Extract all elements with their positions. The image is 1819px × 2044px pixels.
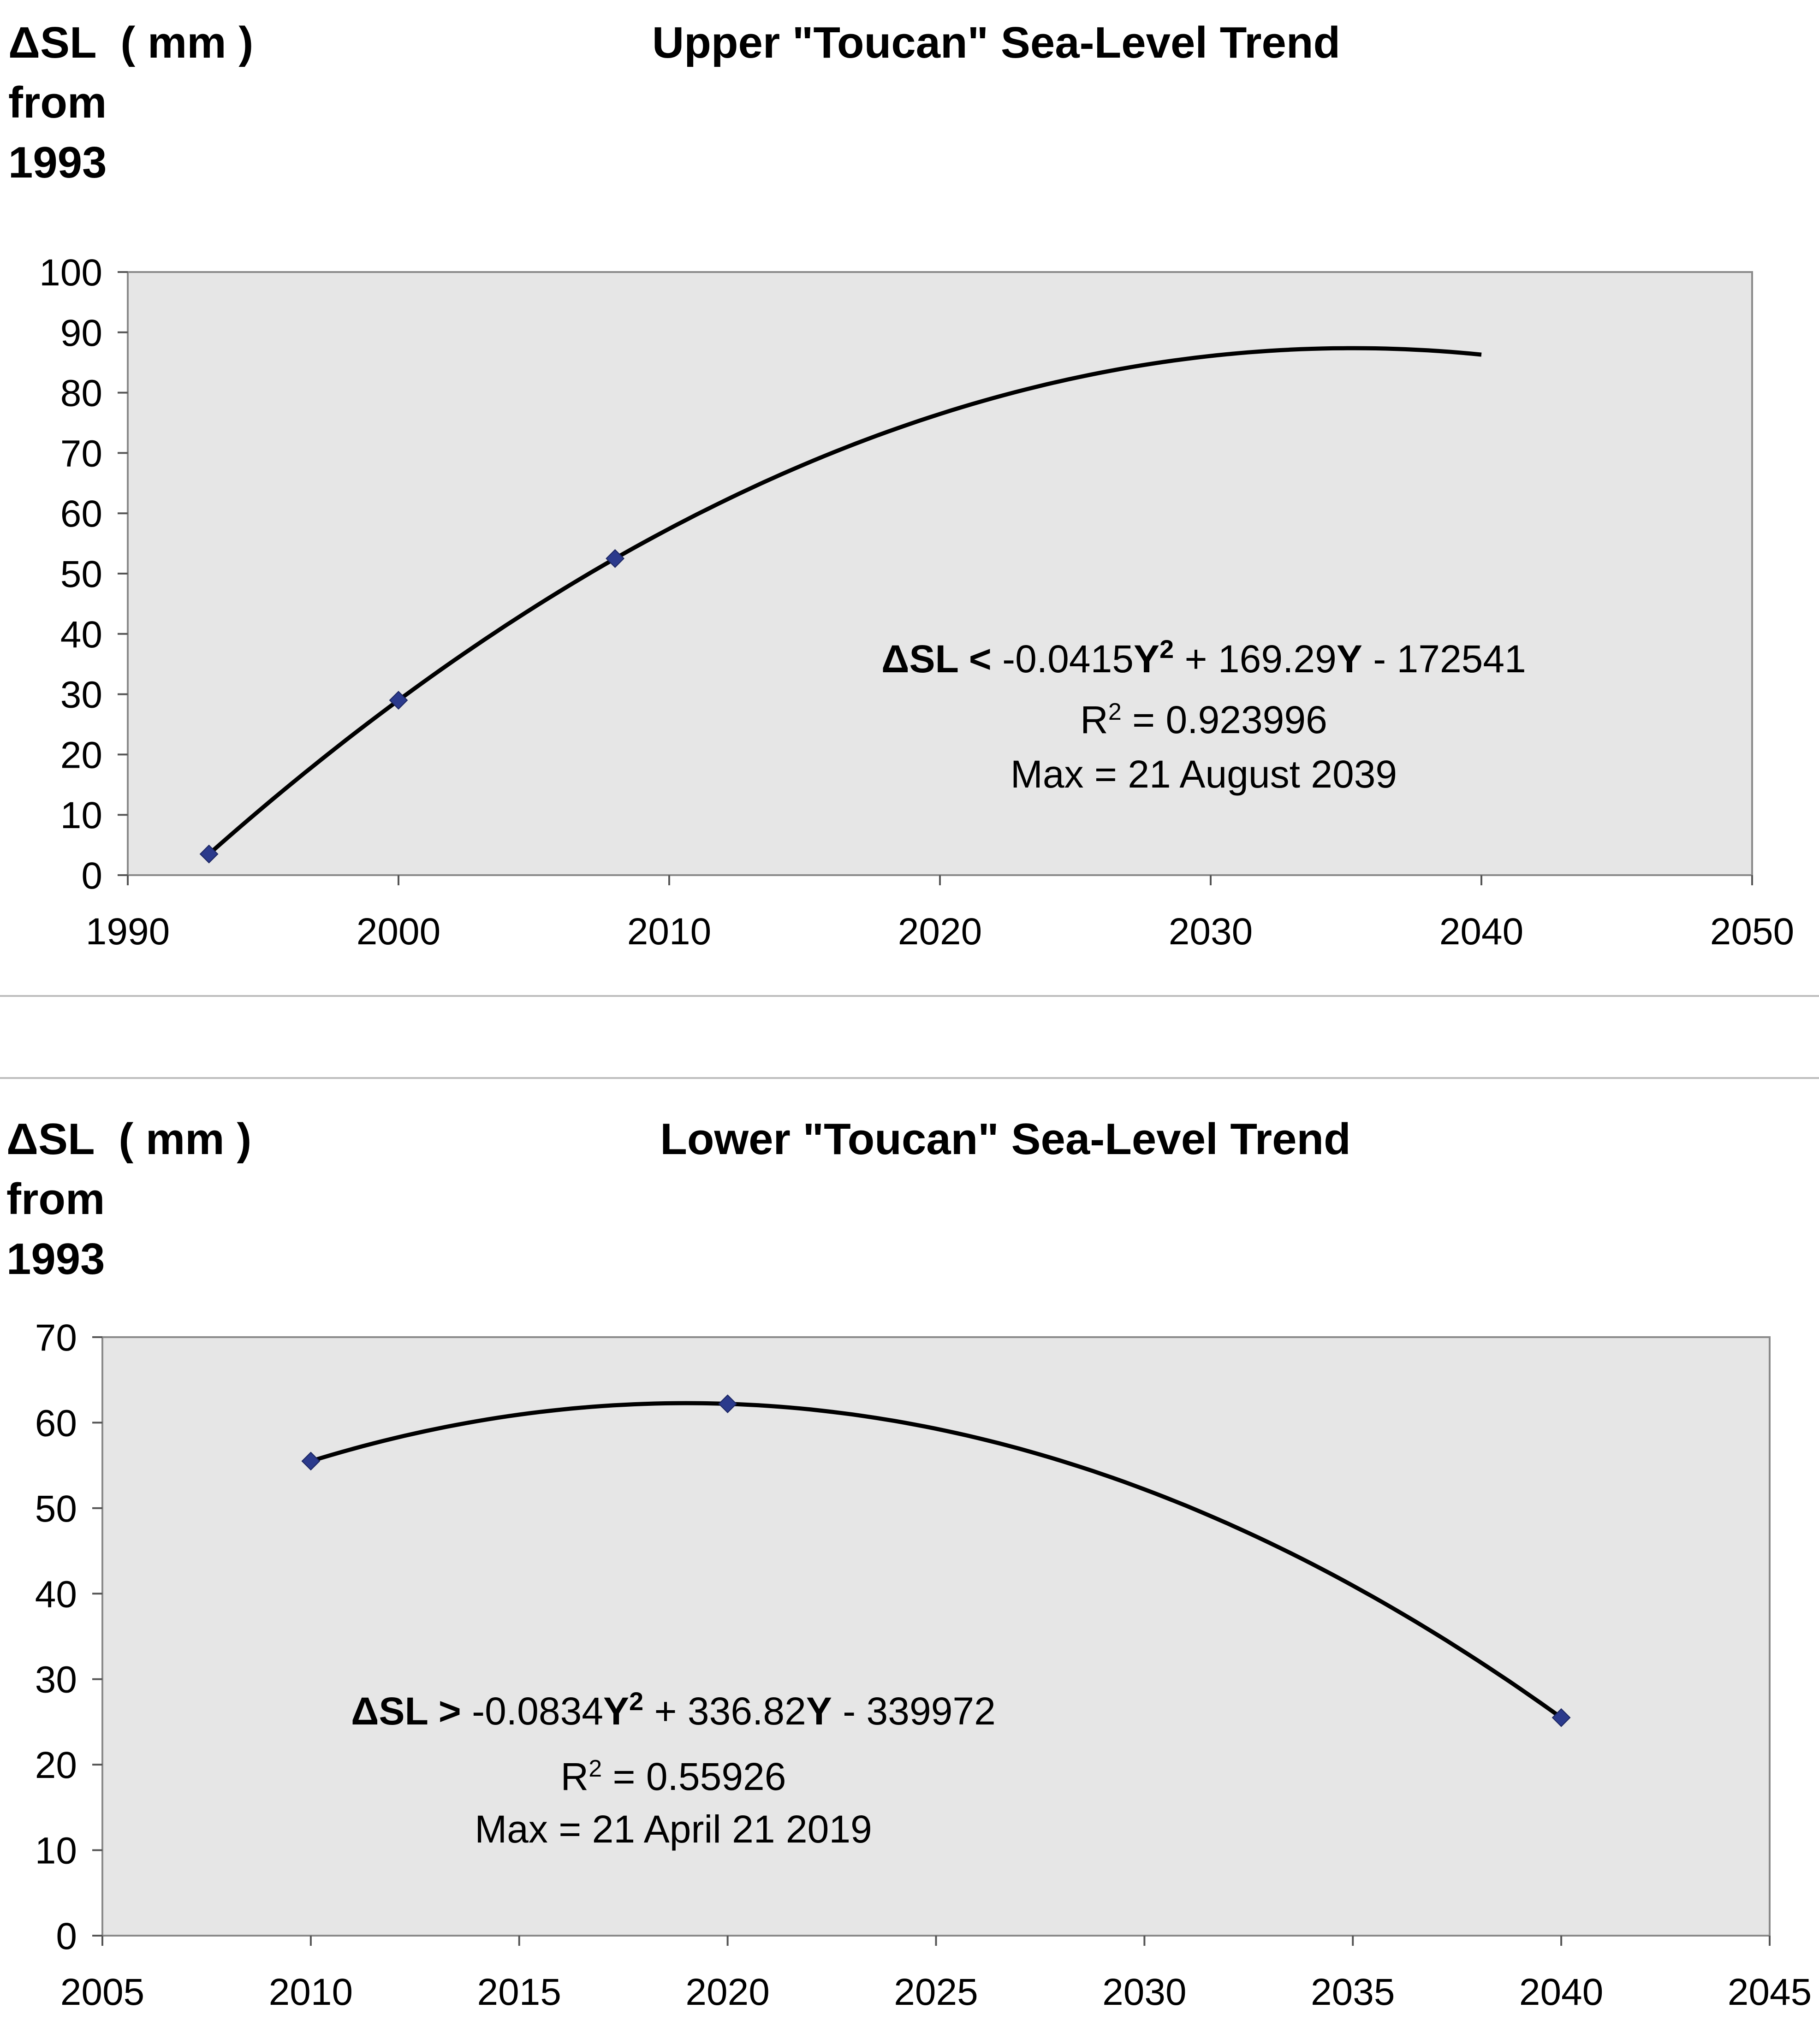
x-tick-label: 2005	[60, 1971, 144, 2013]
y-tick-label: 0	[81, 855, 102, 897]
equation-term: 2	[629, 1687, 643, 1716]
lower-trend-chart: Lower "Toucan" Sea-Level Trend ΔSL ( mm …	[6, 1114, 1812, 2013]
y-axis: 0 10 20 30 40 50 60 70	[35, 1317, 102, 1957]
y-axis-heading-line-1: ΔSL ( mm )	[8, 18, 253, 67]
x-axis: 1990 2000 2010 2020 2030 2040 2050	[86, 875, 1794, 953]
y-tick-label: 60	[60, 493, 102, 535]
data-point	[301, 1452, 321, 1471]
data-point	[199, 844, 219, 864]
r-squared-value: = 0.923996	[1122, 698, 1327, 741]
x-tick-label: 2030	[1102, 1971, 1186, 2013]
trend-line	[208, 346, 1482, 856]
data-points	[301, 1394, 1571, 1727]
equation-term: + 169.29	[1174, 637, 1337, 681]
upper-trend-chart: Upper "Toucan" Sea-Level Trend ΔSL ( mm …	[8, 18, 1794, 953]
x-tick-label: 2010	[627, 911, 711, 953]
x-tick-label: 2030	[1169, 911, 1253, 953]
x-tick-label: 2025	[894, 1971, 978, 2013]
equation-annotation: ΔSL < -0.0415Y2 + 169.29Y - 172541 R2 = …	[881, 634, 1526, 796]
y-tick-label: 10	[60, 794, 102, 836]
equation-term: Y	[806, 1689, 832, 1733]
equation-term: 2	[1159, 634, 1174, 664]
x-tick-label: 2035	[1311, 1971, 1395, 2013]
data-point	[718, 1394, 737, 1414]
x-tick-label: 2050	[1710, 911, 1794, 953]
data-point	[606, 549, 625, 568]
equation-prefix: ΔSL <	[881, 637, 992, 681]
max-date-text: Max = 21 April 21 2019	[475, 1807, 872, 1851]
y-axis: 0 10 20 30 40 50 60 70 80 90 100	[39, 252, 128, 897]
y-tick-label: 90	[60, 312, 102, 354]
y-tick-label: 40	[35, 1573, 77, 1615]
r-squared-label: R	[561, 1755, 589, 1798]
y-axis-heading-line-3: 1993	[8, 138, 107, 187]
y-axis-heading-line-2: from	[8, 78, 107, 127]
equation-term: - 172541	[1362, 637, 1526, 681]
equation-term: Y	[603, 1689, 629, 1733]
equation-term: + 336.82	[643, 1689, 806, 1733]
y-tick-label: 50	[35, 1488, 77, 1530]
y-tick-label: 30	[60, 674, 102, 716]
x-tick-label: 2000	[357, 911, 440, 953]
y-tick-label: 30	[35, 1659, 77, 1701]
x-axis: 2005 2010 2015 2020 2025 2030 2035 2040 2045	[60, 1936, 1812, 2013]
r-squared-superscript: 2	[588, 1755, 602, 1782]
y-tick-label: 40	[60, 614, 102, 656]
data-points	[199, 549, 625, 864]
equation-term: Y	[1134, 637, 1159, 681]
y-tick-label: 70	[60, 432, 102, 474]
r-squared-value: = 0.55926	[602, 1755, 786, 1798]
chart-title: Lower "Toucan" Sea-Level Trend	[660, 1114, 1351, 1164]
plot-area	[101, 1336, 1771, 1937]
equation-term: Y	[1337, 637, 1362, 681]
x-tick-label: 2010	[269, 1971, 353, 2013]
equation-term: - 339972	[832, 1689, 996, 1733]
data-point	[1552, 1708, 1571, 1727]
max-date-text: Max = 21 August 2039	[1011, 752, 1397, 796]
y-tick-label: 20	[35, 1744, 77, 1786]
x-tick-label: 2020	[685, 1971, 769, 2013]
r-squared-label: R	[1080, 698, 1108, 741]
equation-text: ΔSL < -0.0415Y2 + 169.29Y - 172541	[881, 634, 1526, 681]
y-tick-label: 50	[60, 553, 102, 595]
y-tick-label: 0	[56, 1915, 77, 1957]
y-axis-heading-line-2: from	[6, 1174, 105, 1224]
x-tick-label: 1990	[86, 911, 170, 953]
x-tick-label: 2015	[477, 1971, 561, 2013]
y-axis-heading-line-3: 1993	[6, 1234, 105, 1284]
y-tick-label: 80	[60, 373, 102, 415]
equation-text: ΔSL > -0.0834Y2 + 336.82Y - 339972	[351, 1687, 996, 1733]
equation-prefix: ΔSL >	[351, 1689, 461, 1733]
data-point	[389, 691, 408, 710]
x-tick-label: 2020	[898, 911, 982, 953]
y-tick-label: 70	[35, 1317, 77, 1359]
chart-title: Upper "Toucan" Sea-Level Trend	[652, 18, 1340, 67]
r-squared-superscript: 2	[1108, 699, 1122, 725]
equation-term: -0.0834	[461, 1689, 603, 1733]
y-tick-label: 20	[60, 734, 102, 776]
x-tick-label: 2045	[1728, 1971, 1812, 2013]
y-tick-label: 60	[35, 1402, 77, 1444]
x-tick-label: 2040	[1439, 911, 1523, 953]
r-squared-text: R2 = 0.923996	[1080, 698, 1327, 741]
y-tick-label: 10	[35, 1830, 77, 1872]
y-axis-heading-line-1: ΔSL ( mm )	[6, 1114, 251, 1164]
trend-line	[310, 1401, 1563, 1719]
plot-area	[127, 271, 1753, 876]
x-tick-label: 2040	[1519, 1971, 1603, 2013]
equation-term: -0.0415	[992, 637, 1134, 681]
y-tick-label: 100	[39, 252, 102, 294]
r-squared-text: R2 = 0.55926	[561, 1755, 786, 1798]
equation-annotation: ΔSL > -0.0834Y2 + 336.82Y - 339972 R2 = …	[351, 1687, 996, 1851]
